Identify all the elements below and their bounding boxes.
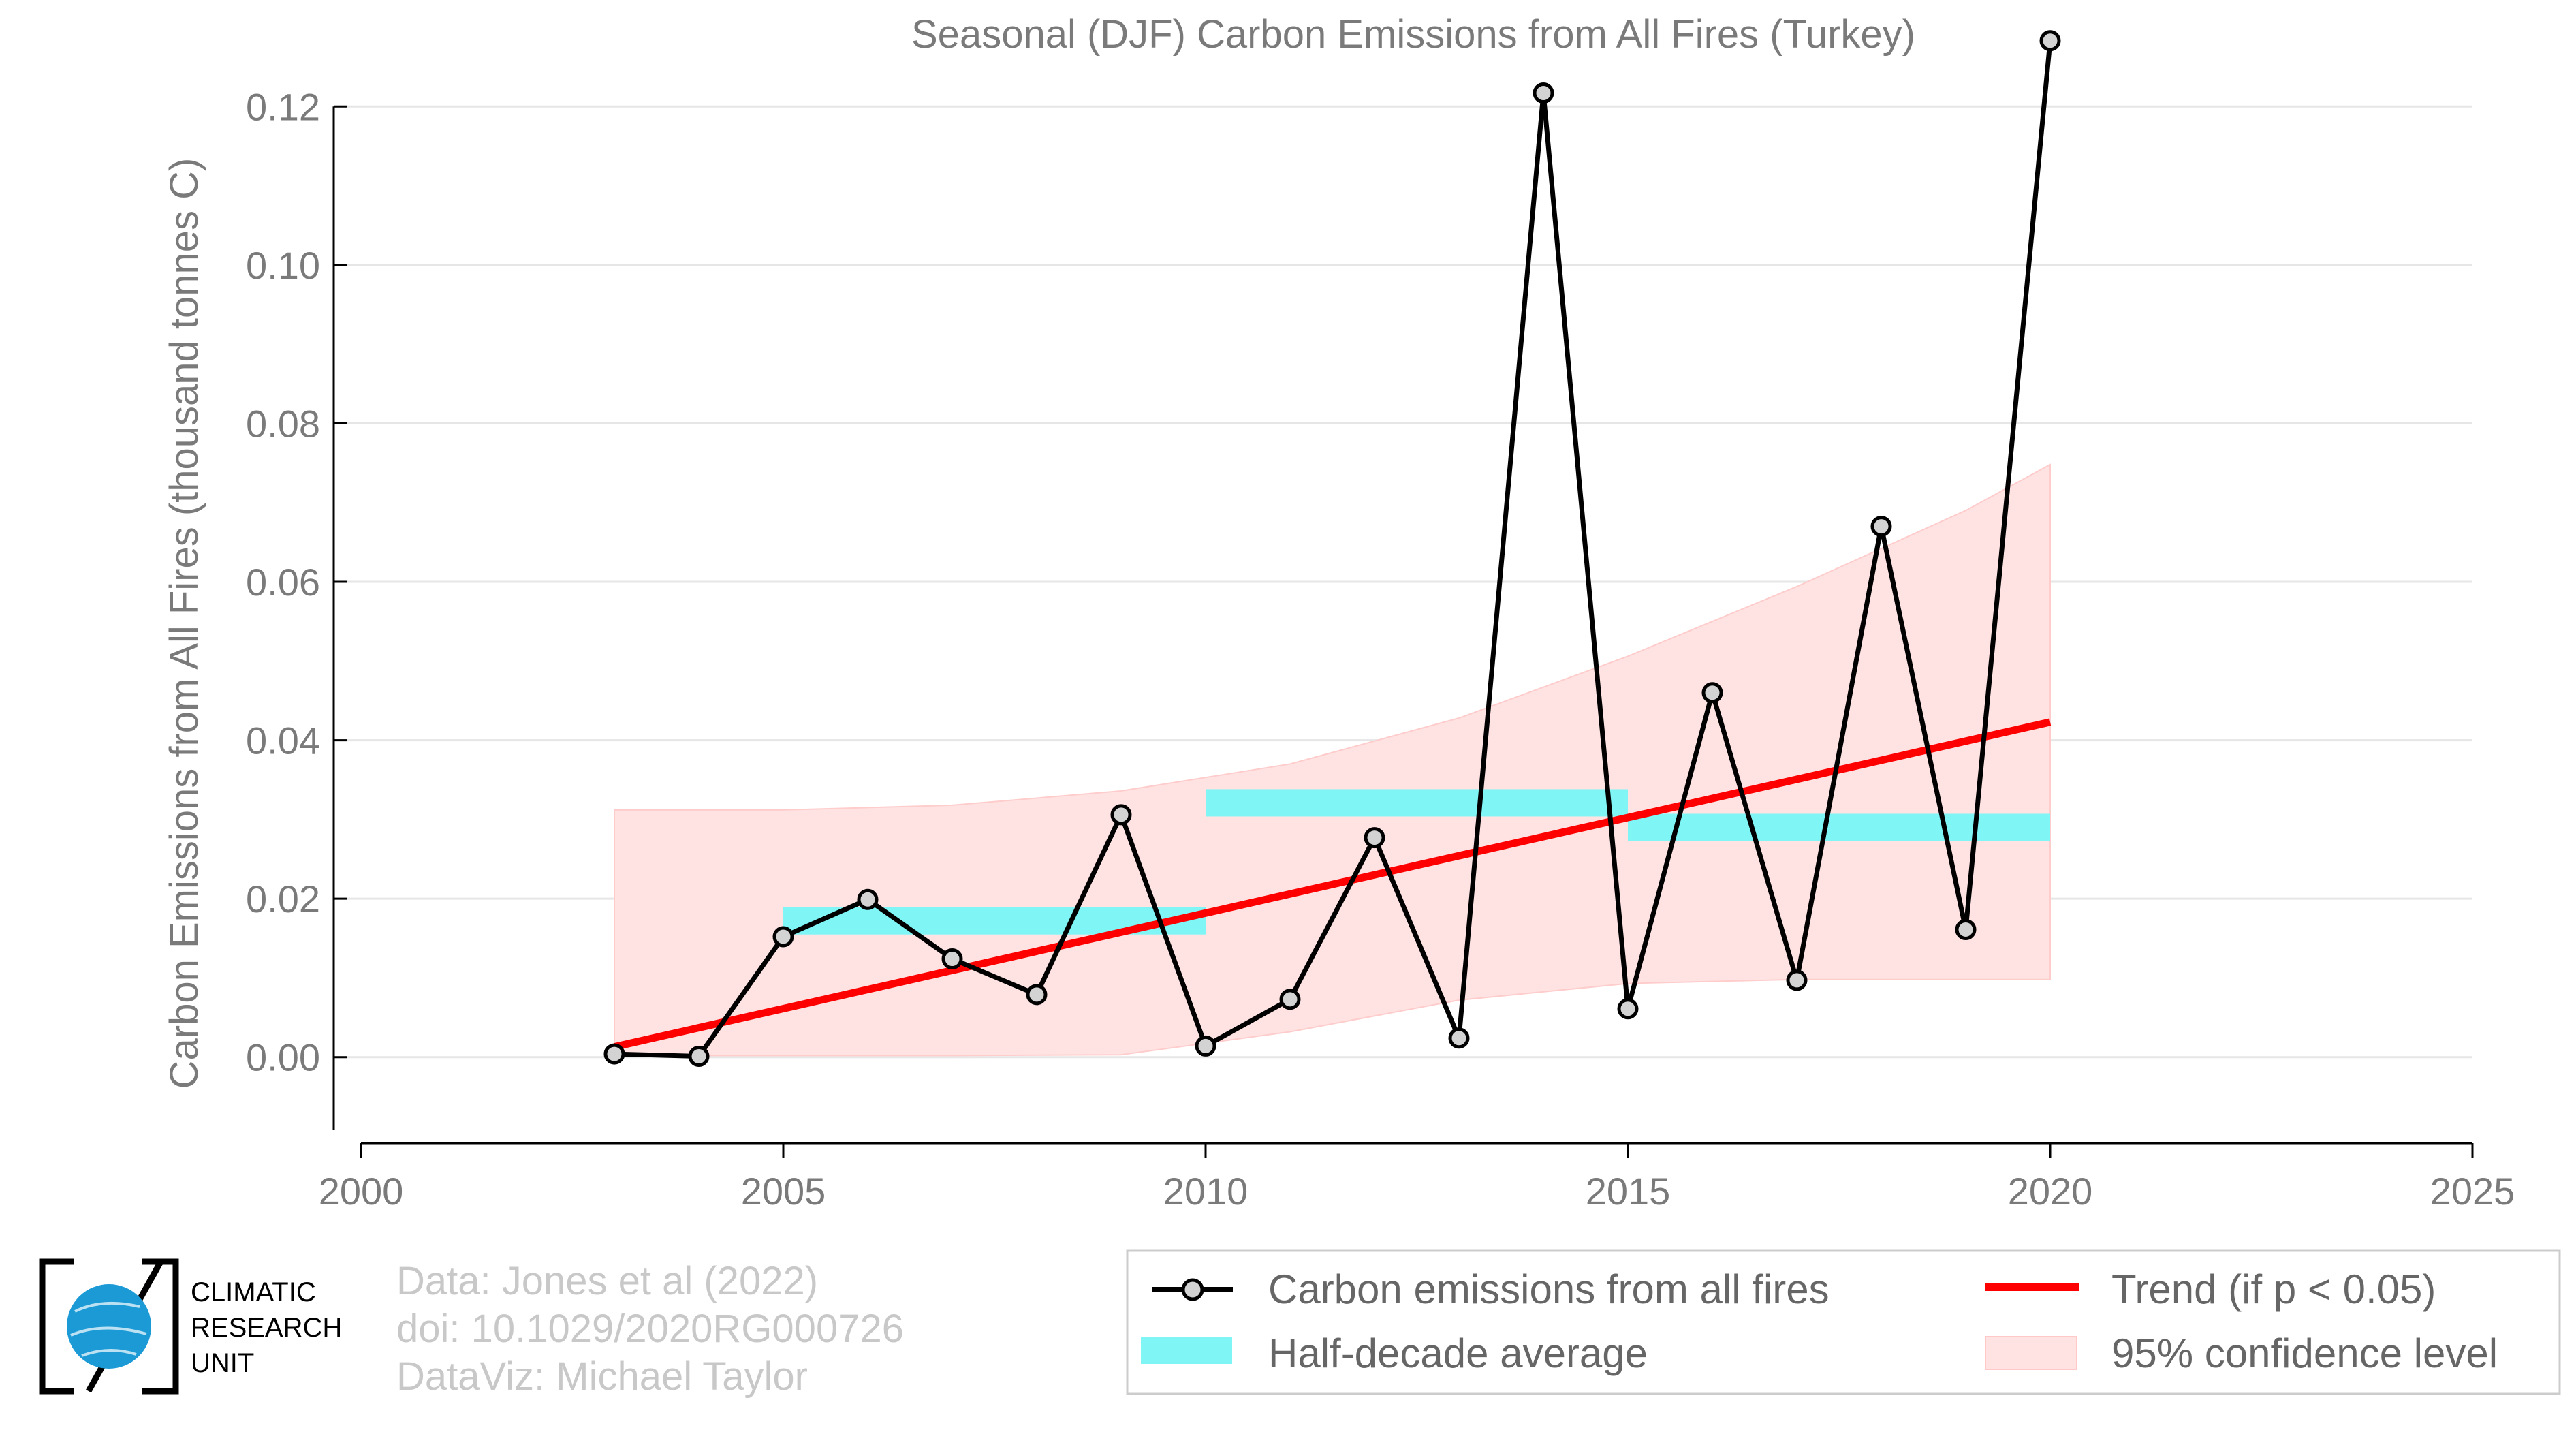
legend-label-half-decade: Half-decade average xyxy=(1268,1330,1648,1376)
logo-line-unit: UNIT xyxy=(191,1348,254,1378)
legend-label-confidence: 95% confidence level xyxy=(2111,1330,2498,1376)
data-point xyxy=(1701,682,1723,704)
y-tick-label: 0.08 xyxy=(246,402,320,445)
data-point xyxy=(1026,984,1048,1006)
data-point xyxy=(1279,989,1301,1010)
chart-title: Seasonal (DJF) Carbon Emissions from All… xyxy=(911,12,1915,57)
x-tick-label: 2010 xyxy=(1163,1170,1248,1213)
x-tick-label: 2025 xyxy=(2430,1170,2515,1213)
y-tick-label: 0.10 xyxy=(246,244,320,287)
data-point xyxy=(688,1046,710,1068)
confidence-band-layer xyxy=(614,463,2051,1057)
legend-swatch-confidence xyxy=(1985,1336,2077,1370)
data-point xyxy=(1786,969,1808,991)
confidence-band xyxy=(614,463,2051,1057)
legend-swatch-half-decade xyxy=(1141,1337,1232,1364)
trend-line xyxy=(613,718,2052,1050)
data-point xyxy=(1195,1035,1216,1057)
data-point xyxy=(1955,918,1977,940)
half-decade-bar xyxy=(1628,813,2050,841)
data-point xyxy=(2039,30,2061,52)
credit-doi: doi: 10.1029/2020RG000726 xyxy=(396,1307,904,1351)
data-point xyxy=(1617,998,1639,1020)
legend-marker-emissions xyxy=(1181,1278,1204,1301)
y-tick-label: 0.02 xyxy=(246,877,320,920)
data-point xyxy=(941,948,963,970)
logo-line-climatic: CLIMATIC xyxy=(191,1277,316,1307)
data-point xyxy=(1110,804,1132,826)
y-axis-label: Carbon Emissions from All Fires (thousan… xyxy=(162,158,206,1089)
y-tick-label: 0.04 xyxy=(246,719,320,762)
globe-icon xyxy=(67,1284,151,1369)
series-line xyxy=(614,40,2053,1059)
logo-line-research: RESEARCH xyxy=(191,1313,342,1343)
legend-label-emissions: Carbon emissions from all fires xyxy=(1268,1266,1829,1312)
data-point xyxy=(603,1043,625,1065)
credit-dataviz: DataViz: Michael Taylor xyxy=(396,1354,808,1399)
legend-box xyxy=(1126,1249,2561,1395)
y-tick-label: 0.06 xyxy=(246,561,320,604)
x-tick-label: 2015 xyxy=(1586,1170,1671,1213)
half-decade-bar xyxy=(1206,789,1628,817)
data-point xyxy=(857,888,879,910)
data-point xyxy=(1364,827,1385,849)
data-point xyxy=(772,926,794,948)
x-tick-label: 2020 xyxy=(2008,1170,2093,1213)
legend-label-trend: Trend (if p < 0.05) xyxy=(2111,1266,2436,1312)
data-point xyxy=(1448,1027,1470,1049)
x-tick-label: 2005 xyxy=(741,1170,826,1213)
y-tick-label: 0.00 xyxy=(246,1036,320,1079)
cru-logo: CLIMATIC RESEARCH UNIT xyxy=(39,1258,342,1395)
data-point xyxy=(1533,82,1554,104)
y-tick-label: 0.12 xyxy=(246,85,320,128)
trend-layer xyxy=(613,718,2052,1050)
series-layer xyxy=(603,30,2061,1068)
data-point xyxy=(1870,516,1892,538)
axes-layer: 0.00 0.02 0.04 0.06 0.08 0.10 0.12 2000 2005 2010… xyxy=(246,85,2515,1213)
legend: Carbon emissions from all fires Half-dec… xyxy=(1126,1249,2561,1395)
credit-data-source: Data: Jones et al (2022) xyxy=(396,1259,818,1303)
x-tick-label: 2000 xyxy=(319,1170,404,1213)
